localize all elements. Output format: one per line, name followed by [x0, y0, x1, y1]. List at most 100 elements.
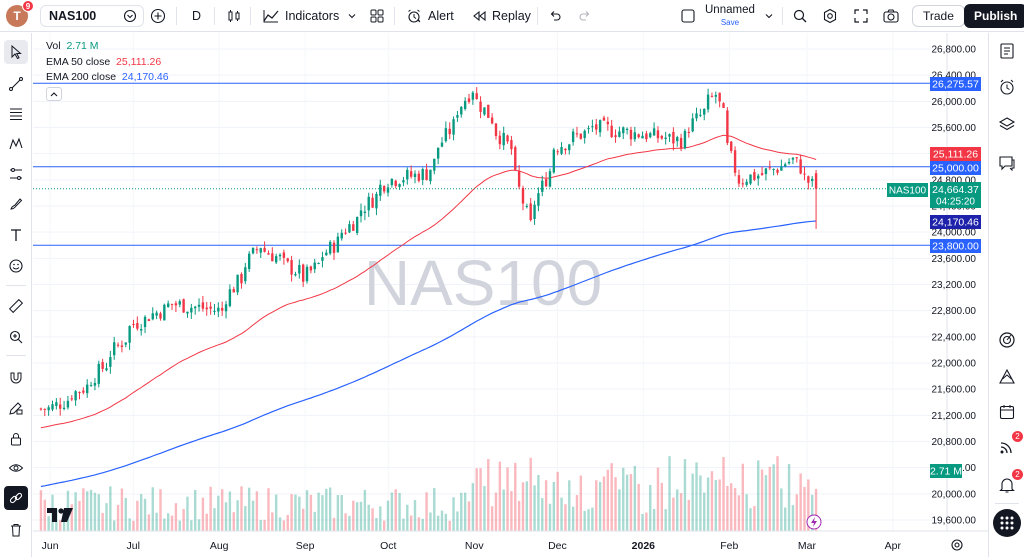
volume-bar: [82, 488, 85, 531]
lock-tool[interactable]: [4, 427, 28, 451]
add-symbol-button[interactable]: [150, 0, 166, 32]
text-tool[interactable]: [4, 223, 28, 247]
layouts-button[interactable]: [369, 0, 385, 32]
notifications-button[interactable]: 2: [995, 469, 1023, 497]
compare-icon[interactable]: [123, 9, 137, 23]
legend-ema200[interactable]: EMA 200 close 24,170.46: [46, 70, 169, 86]
interval-button[interactable]: D: [192, 0, 201, 32]
cursor-icon: [11, 44, 22, 60]
user-menu[interactable]: T 9: [6, 0, 34, 32]
volume-bar: [544, 480, 548, 531]
chart-type-button[interactable]: [226, 0, 242, 32]
alerts-panel-button[interactable]: [995, 75, 1019, 99]
sync-drawings-tool[interactable]: [4, 486, 28, 510]
settings-button[interactable]: [822, 0, 838, 32]
zoom-tool[interactable]: [4, 325, 28, 349]
volume-bar: [78, 500, 81, 531]
object-tree-button[interactable]: [995, 113, 1019, 137]
lock-drawing-tool[interactable]: [4, 396, 28, 420]
forecast-tool[interactable]: [4, 162, 28, 186]
redo-button[interactable]: [578, 0, 592, 32]
alert-button[interactable]: Alert: [406, 0, 454, 32]
axis-settings-icon[interactable]: [950, 538, 964, 552]
hide-drawings-tool[interactable]: [4, 456, 28, 480]
tradingview-logo[interactable]: [47, 508, 73, 522]
ruler-tool[interactable]: [4, 294, 28, 318]
undo-button[interactable]: [548, 0, 562, 32]
ema-50-line[interactable]: [40, 134, 817, 429]
legend-volume[interactable]: Vol 2.71 M: [46, 39, 169, 55]
layout-name[interactable]: Unnamed Save: [705, 0, 755, 32]
magnet-tool[interactable]: [4, 366, 28, 390]
price-tick-label: 23,600.00: [932, 254, 977, 265]
candle-body: [113, 342, 116, 356]
volume-bar: [151, 487, 154, 531]
vol-value: 2.71 M: [66, 40, 99, 52]
trash-icon: [11, 524, 21, 537]
snapshot-button[interactable]: [882, 0, 900, 32]
price-axis[interactable]: 26,800.0026,400.0026,000.0025,600.0025,2…: [932, 45, 977, 527]
volume-bar: [529, 457, 532, 531]
trend-line-tool[interactable]: [4, 72, 28, 96]
candle-body: [217, 307, 220, 312]
ema-200-line[interactable]: [40, 220, 817, 488]
candle-body: [606, 121, 610, 125]
trade-button[interactable]: Trade: [912, 5, 965, 27]
grid: [33, 33, 947, 531]
cursor-tool[interactable]: [4, 40, 28, 64]
price-tick-label: 21,200.00: [932, 411, 977, 422]
pattern-tool[interactable]: [4, 132, 28, 156]
symbol-search[interactable]: NAS100: [40, 5, 144, 27]
price-label-last: 24,664.37 04:25:20: [930, 182, 981, 208]
apps-menu-button[interactable]: [993, 509, 1021, 537]
replay-button[interactable]: Replay: [471, 0, 531, 32]
watchlist-button[interactable]: [995, 39, 1019, 63]
fullscreen-button[interactable]: [853, 0, 869, 32]
chats-button[interactable]: [995, 151, 1019, 175]
brush-tool[interactable]: [4, 192, 28, 216]
volume-bar: [494, 492, 498, 531]
time-axis[interactable]: Jun Jul Aug Sep Oct Nov Dec 2026 Feb Mar Apr: [42, 540, 902, 552]
lightning-icon[interactable]: [806, 514, 822, 530]
volume-bar: [606, 469, 610, 531]
calendar-button[interactable]: [995, 400, 1019, 424]
signals-button[interactable]: [995, 365, 1019, 389]
price-tick-label: 25,600.00: [932, 123, 977, 134]
volume-bar: [301, 508, 305, 531]
candle-body: [62, 407, 66, 409]
delete-drawings-tool[interactable]: [4, 518, 28, 542]
volume-bar: [807, 479, 810, 531]
quick-search-button[interactable]: [792, 0, 808, 32]
calendar-icon: [999, 405, 1015, 420]
volume-bar: [70, 504, 73, 531]
projection-icon: [10, 168, 22, 180]
publish-button[interactable]: Publish: [964, 4, 1024, 28]
divider: [782, 7, 783, 25]
candle-body: [533, 204, 536, 219]
indicator-templates-button[interactable]: [347, 0, 357, 32]
volume-bar: [587, 509, 590, 531]
alerts-badge: 2: [1012, 469, 1023, 480]
horizontal-lines[interactable]: [33, 82, 947, 246]
layout-menu-button[interactable]: [764, 0, 774, 32]
hotlists-button[interactable]: [995, 328, 1019, 352]
layout-toggle-button[interactable]: [680, 0, 696, 32]
pattern-icon: [9, 137, 23, 150]
candle-body: [718, 92, 721, 102]
volume-bar: [47, 516, 50, 531]
volume-bar: [325, 488, 328, 531]
volume-bar: [375, 518, 378, 531]
price-tick-label: 21,600.00: [932, 385, 977, 396]
avatar[interactable]: T 9: [6, 0, 34, 27]
candlesticks[interactable]: [39, 87, 818, 417]
indicators-button[interactable]: Indicators: [262, 0, 339, 32]
emoji-tool[interactable]: [4, 254, 28, 278]
legend-ema50[interactable]: EMA 50 close 25,111.26: [46, 55, 169, 71]
time-tick-label: Mar: [798, 540, 817, 552]
legend-collapse-button[interactable]: [46, 86, 62, 101]
candle-body: [652, 128, 656, 136]
volume-bar: [236, 500, 239, 531]
chart-canvas[interactable]: NAS100 26,800.00 26,400.00 26,000.00 25,600…: [33, 33, 988, 557]
fib-tool[interactable]: [4, 102, 28, 126]
ideas-stream-button[interactable]: 2: [995, 431, 1023, 459]
